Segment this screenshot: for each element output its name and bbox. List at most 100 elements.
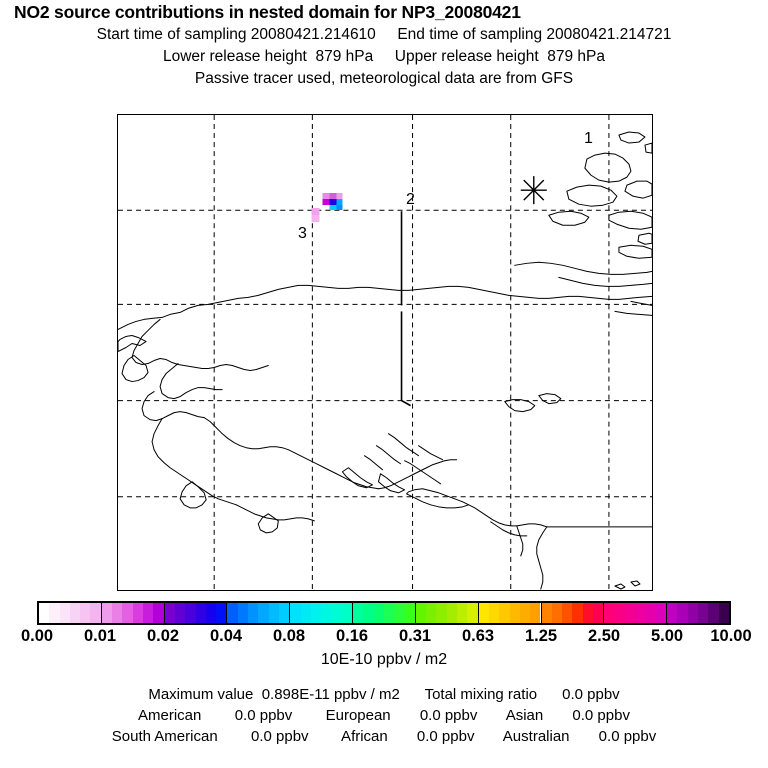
colorbar-band-9-5	[655, 603, 667, 623]
colorbar-band-0-0	[39, 603, 50, 623]
colorbar-segment-8	[541, 603, 605, 623]
colorbar-band-4-4	[331, 603, 342, 623]
colorbar-band-4-2	[310, 603, 322, 623]
colorbar-band-2-2	[185, 603, 196, 623]
colorbar-band-5-2	[373, 603, 384, 623]
colorbar-tick-1: 0.01	[83, 627, 117, 645]
colorbar-band-5-4	[394, 603, 405, 623]
release-height-line: Lower release height 879 hPa Upper relea…	[162, 48, 606, 65]
colorbar-band-6-1	[426, 603, 437, 623]
colorbar-band-4-0	[290, 603, 301, 623]
footer-contrib-row-1: American 0.0 ppbv European 0.0 ppbv Asia…	[138, 707, 630, 724]
footer-stats: Maximum value 0.898E-11 ppbv / m2 Total …	[0, 684, 768, 747]
map-plot-panel[interactable]: 1 2 3	[117, 114, 653, 591]
colorbar-tick-7: 0.63	[461, 627, 495, 645]
sampling-time-line: Start time of sampling 20080421.214610 E…	[96, 26, 672, 43]
colorbar-segment-2	[164, 603, 228, 623]
colorbar-band-2-3	[195, 603, 206, 623]
colorbar-tick-9: 2.50	[587, 627, 621, 645]
colorbar-band-3-3	[258, 603, 269, 623]
colorbar-band-5-0	[353, 603, 364, 623]
footer-contrib-row-2: South American 0.0 ppbv African 0.0 ppbv…	[111, 728, 657, 745]
colorbar-tick-2: 0.02	[146, 627, 180, 645]
map-gridlines	[118, 115, 652, 590]
colorbar-band-2-5	[216, 603, 227, 623]
colorbar-band-4-1	[300, 603, 311, 623]
colorbar-band-8-1	[551, 603, 563, 623]
colorbar-tick-0: 0.00	[20, 627, 54, 645]
colorbar-band-7-2	[499, 603, 510, 623]
page-title: NO2 source contributions in nested domai…	[14, 2, 521, 22]
colorbar-band-10-2	[687, 603, 699, 623]
plume-cells	[311, 193, 343, 223]
colorbar-band-3-1	[237, 603, 249, 623]
colorbar-segment-1	[101, 603, 165, 623]
colorbar-band-1-1	[112, 603, 123, 623]
colorbar-band-0-1	[49, 603, 60, 623]
map-label-2: 2	[406, 191, 415, 208]
colorbar-band-9-3	[635, 603, 646, 623]
colorbar-tick-6: 0.31	[398, 627, 432, 645]
colorbar-band-3-5	[278, 603, 290, 623]
header-block: NO2 source contributions in nested domai…	[0, 0, 768, 90]
colorbar-band-3-2	[248, 603, 259, 623]
colorbar-unit-label: 10E-10 ppbv / m2	[320, 651, 448, 668]
colorbar-band-3-0	[227, 603, 238, 623]
colorbar-band-5-5	[404, 603, 415, 623]
colorbar-band-0-4	[80, 603, 91, 623]
colorbar-band-0-3	[69, 603, 81, 623]
colorbar-band-10-5	[718, 603, 729, 623]
colorbar-segment-5	[353, 603, 416, 623]
colorbar-band-5-3	[383, 603, 395, 623]
colorbar-band-7-0	[478, 603, 489, 623]
colorbar-band-7-3	[509, 603, 520, 623]
colorbar-band-8-2	[562, 603, 573, 623]
colorbar-band-0-5	[90, 603, 101, 623]
colorbar-band-6-2	[436, 603, 447, 623]
colorbar-segment-3	[227, 603, 291, 623]
colorbar-band-1-5	[153, 603, 164, 623]
colorbar-band-5-1	[363, 603, 374, 623]
colorbar-band-10-0	[667, 603, 678, 623]
colorbar-band-7-1	[488, 603, 500, 623]
colorbar-band-9-2	[624, 603, 636, 623]
colorbar-band-7-5	[530, 603, 541, 623]
colorbar-band-6-5	[467, 603, 478, 623]
colorbar[interactable]	[37, 601, 731, 625]
colorbar-band-1-2	[122, 603, 133, 623]
colorbar-band-10-3	[698, 603, 709, 623]
colorbar-band-0-2	[59, 603, 70, 623]
colorbar-band-9-4	[645, 603, 656, 623]
colorbar-band-1-3	[132, 603, 143, 623]
colorbar-segment-6	[415, 603, 479, 623]
tracer-info-line: Passive tracer used, meteorological data…	[194, 70, 574, 87]
star-marker	[520, 176, 547, 205]
colorbar-band-2-1	[174, 603, 186, 623]
colorbar-band-4-3	[321, 603, 332, 623]
colorbar-band-1-4	[143, 603, 154, 623]
colorbar-band-8-3	[572, 603, 583, 623]
colorbar-segment-0	[39, 603, 102, 623]
colorbar-tick-labels: 0.00 0.01 0.02 0.04 0.08 0.16 0.31 0.63 1.25 2.50…	[0, 626, 768, 648]
colorbar-segment-7	[478, 603, 542, 623]
coastline-paths	[118, 131, 652, 590]
colorbar-segment-4	[290, 603, 354, 623]
colorbar-band-2-0	[164, 603, 175, 623]
colorbar-band-6-3	[446, 603, 458, 623]
colorbar-tick-8: 1.25	[524, 627, 558, 645]
colorbar-band-8-0	[541, 603, 552, 623]
colorbar-band-9-0	[604, 603, 615, 623]
colorbar-segment-9	[604, 603, 668, 623]
map-canvas	[118, 115, 652, 590]
colorbar-tick-11: 10.00	[710, 627, 752, 645]
colorbar-band-9-1	[614, 603, 625, 623]
map-label-1: 1	[584, 130, 593, 147]
colorbar-band-6-0	[415, 603, 427, 623]
colorbar-band-3-4	[268, 603, 279, 623]
colorbar-band-7-4	[519, 603, 531, 623]
colorbar-tick-4: 0.08	[272, 627, 306, 645]
colorbar-band-10-4	[708, 603, 719, 623]
colorbar-tick-10: 5.00	[650, 627, 684, 645]
colorbar-band-1-0	[101, 603, 113, 623]
colorbar-tick-5: 0.16	[335, 627, 369, 645]
